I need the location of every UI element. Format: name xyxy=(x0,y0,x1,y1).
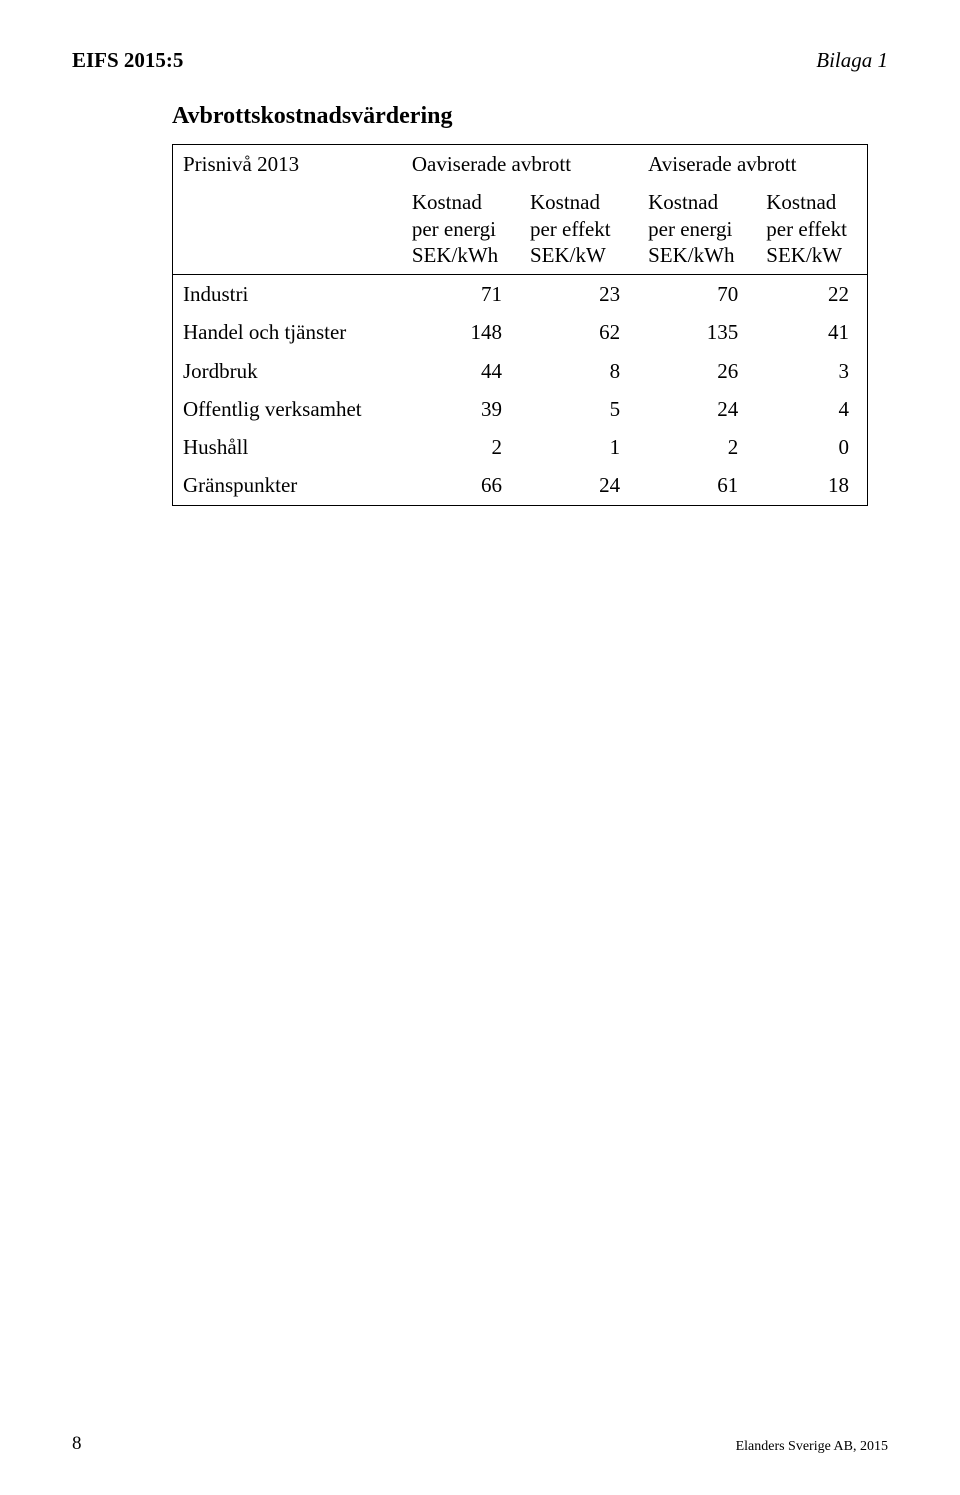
cell: 8 xyxy=(520,352,638,390)
row-label: Jordbruk xyxy=(173,352,402,390)
subheader-col-3: Kostnad per energi SEK/kWh xyxy=(638,183,756,274)
cell: 66 xyxy=(402,466,520,505)
table-row: Offentlig verksamhet 39 5 24 4 xyxy=(173,390,868,428)
cell: 70 xyxy=(638,275,756,314)
appendix-label: Bilaga 1 xyxy=(816,48,888,73)
cell: 61 xyxy=(638,466,756,505)
subheader-col-2: Kostnad per effekt SEK/kW xyxy=(520,183,638,274)
page: EIFS 2015:5 Bilaga 1 Avbrottskostnadsvär… xyxy=(0,0,960,1495)
document-id: EIFS 2015:5 xyxy=(72,48,183,73)
table-row: Hushåll 2 1 2 0 xyxy=(173,428,868,466)
header-oaviserade: Oaviserade avbrott xyxy=(402,145,638,184)
row-label: Industri xyxy=(173,275,402,314)
row-label: Handel och tjänster xyxy=(173,313,402,351)
cost-table: Prisnivå 2013 Oaviserade avbrott Avisera… xyxy=(172,144,868,506)
cell: 135 xyxy=(638,313,756,351)
cell: 5 xyxy=(520,390,638,428)
cell: 41 xyxy=(756,313,867,351)
cell: 44 xyxy=(402,352,520,390)
table-header-row-2: Kostnad per energi SEK/kWh Kostnad per e… xyxy=(173,183,868,274)
cell: 26 xyxy=(638,352,756,390)
cell: 71 xyxy=(402,275,520,314)
table-row: Industri 71 23 70 22 xyxy=(173,275,868,314)
cell: 3 xyxy=(756,352,867,390)
row-label: Gränspunkter xyxy=(173,466,402,505)
cell: 62 xyxy=(520,313,638,351)
table-row: Handel och tjänster 148 62 135 41 xyxy=(173,313,868,351)
header-empty xyxy=(173,183,402,274)
page-number: 8 xyxy=(72,1433,82,1455)
header-aviserade: Aviserade avbrott xyxy=(638,145,867,184)
cell: 1 xyxy=(520,428,638,466)
table-row: Gränspunkter 66 24 61 18 xyxy=(173,466,868,505)
cell: 23 xyxy=(520,275,638,314)
content-area: Avbrottskostnadsvärdering Prisnivå 2013 … xyxy=(172,103,868,506)
cell: 39 xyxy=(402,390,520,428)
cell: 2 xyxy=(402,428,520,466)
cell: 2 xyxy=(638,428,756,466)
cell: 18 xyxy=(756,466,867,505)
cell: 22 xyxy=(756,275,867,314)
publisher-line: Elanders Sverige AB, 2015 xyxy=(736,1439,888,1455)
header-prisniva: Prisnivå 2013 xyxy=(173,145,402,184)
subheader-col-1: Kostnad per energi SEK/kWh xyxy=(402,183,520,274)
page-header: EIFS 2015:5 Bilaga 1 xyxy=(72,48,888,73)
subheader-col-4: Kostnad per effekt SEK/kW xyxy=(756,183,867,274)
cell: 148 xyxy=(402,313,520,351)
section-title: Avbrottskostnadsvärdering xyxy=(172,103,868,130)
cell: 4 xyxy=(756,390,867,428)
row-label: Offentlig verksamhet xyxy=(173,390,402,428)
row-label: Hushåll xyxy=(173,428,402,466)
cell: 24 xyxy=(638,390,756,428)
table-row: Jordbruk 44 8 26 3 xyxy=(173,352,868,390)
table-header-row-1: Prisnivå 2013 Oaviserade avbrott Avisera… xyxy=(173,145,868,184)
cell: 0 xyxy=(756,428,867,466)
cell: 24 xyxy=(520,466,638,505)
